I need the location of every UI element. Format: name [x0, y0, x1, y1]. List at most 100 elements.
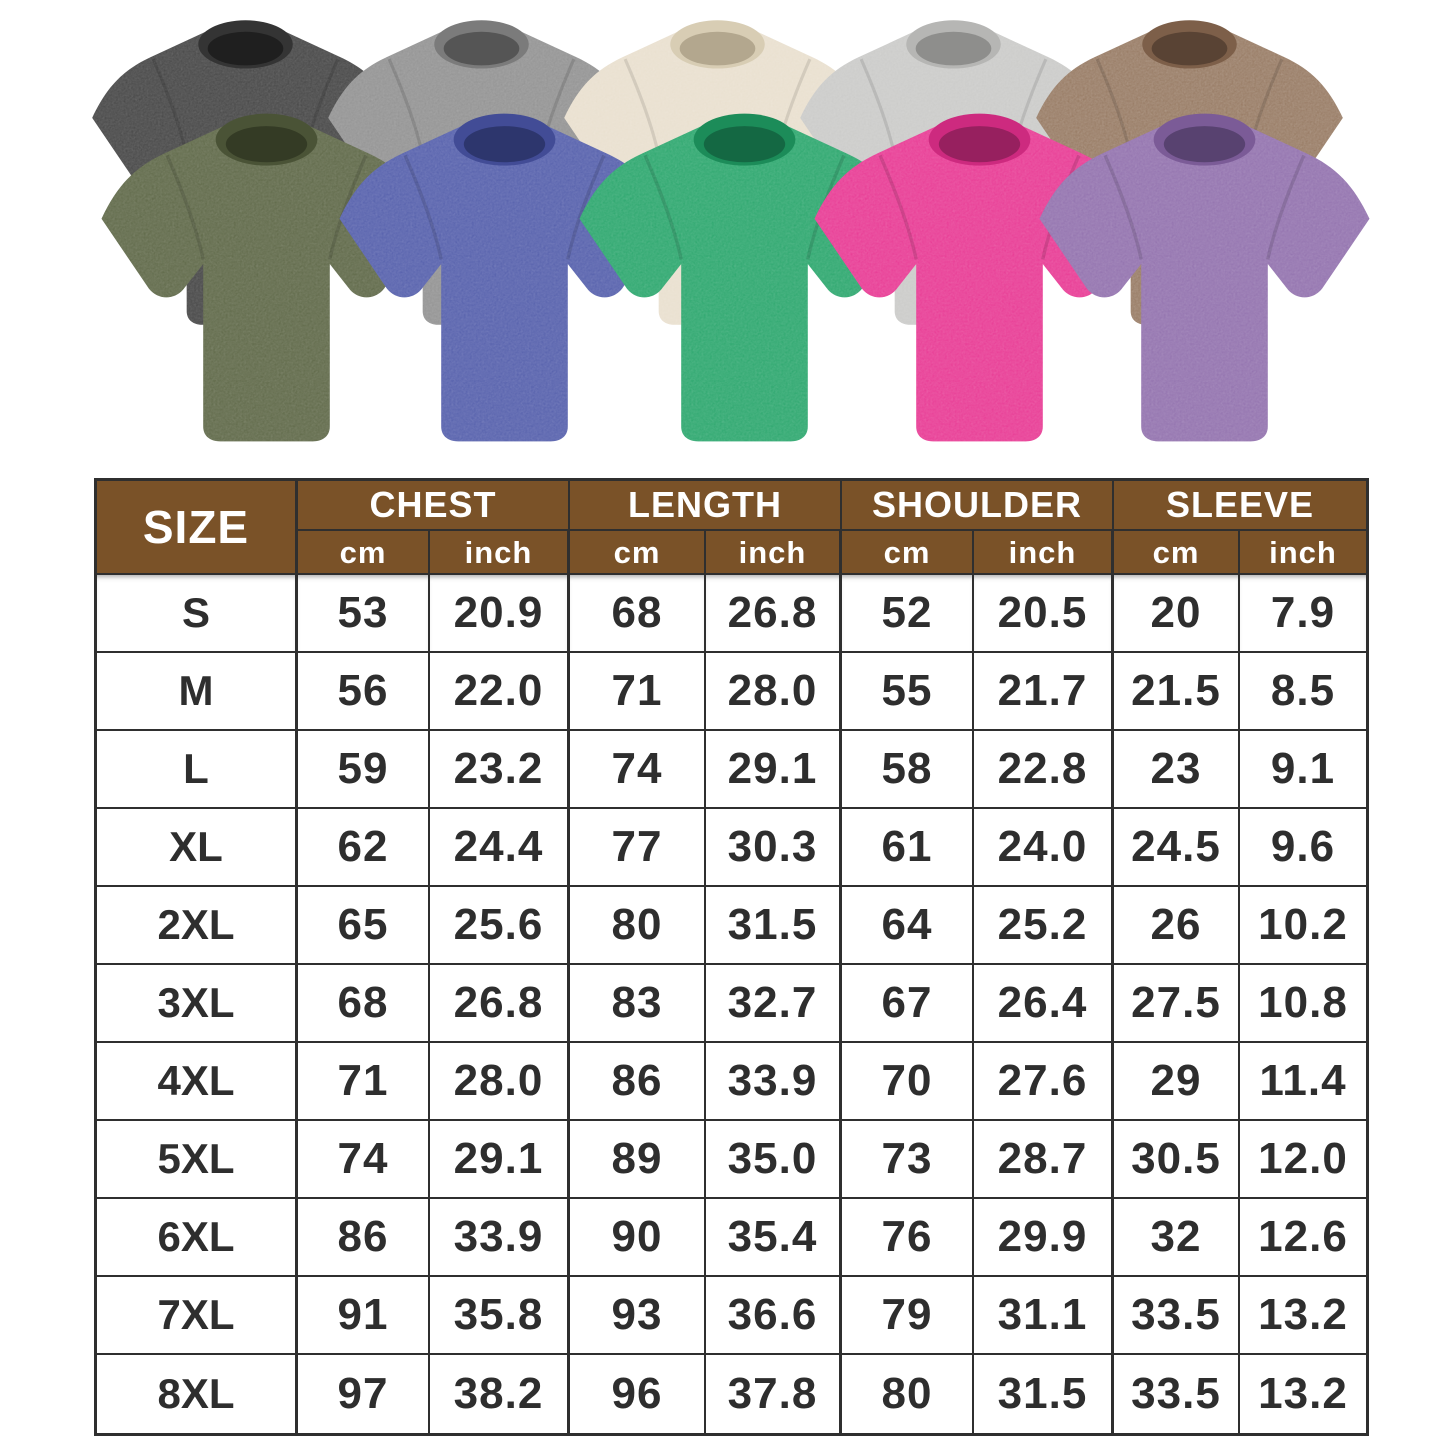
seam-left	[859, 58, 897, 157]
value-cell: 27.6	[974, 1043, 1114, 1121]
size-column-header: SIZE	[97, 481, 298, 575]
value-cell: 64	[842, 887, 974, 965]
value-cell: 86	[570, 1043, 706, 1121]
value-cell: 53	[298, 575, 430, 653]
column-header-shoulder: SHOULDER	[842, 481, 1114, 531]
value-cell: 23	[1114, 731, 1240, 809]
value-cell: 58	[842, 731, 974, 809]
value-cell: 35.4	[706, 1199, 842, 1277]
neck-hole	[1163, 126, 1246, 163]
value-cell: 56	[298, 653, 430, 731]
value-cell: 33.9	[430, 1199, 570, 1277]
value-cell: 96	[570, 1355, 706, 1433]
seam-right	[566, 154, 606, 260]
seam-left	[643, 154, 683, 260]
value-cell: 68	[298, 965, 430, 1043]
value-cell: 89	[570, 1121, 706, 1199]
value-cell: 59	[298, 731, 430, 809]
unit-header-sleeve-cm: cm	[1114, 531, 1240, 575]
value-cell: 71	[298, 1043, 430, 1121]
value-cell: 90	[570, 1199, 706, 1277]
value-cell: 25.6	[430, 887, 570, 965]
value-cell: 33.5	[1114, 1277, 1240, 1355]
value-cell: 29.9	[974, 1199, 1114, 1277]
value-cell: 31.5	[974, 1355, 1114, 1433]
value-cell: 30.3	[706, 809, 842, 887]
neck-hole	[703, 126, 786, 163]
value-cell: 28.0	[430, 1043, 570, 1121]
value-cell: 10.2	[1240, 887, 1366, 965]
value-cell: 12.0	[1240, 1121, 1366, 1199]
value-cell: 22.0	[430, 653, 570, 731]
value-cell: 33.9	[706, 1043, 842, 1121]
unit-header-shoulder-cm: cm	[842, 531, 974, 575]
value-cell: 31.1	[974, 1277, 1114, 1355]
value-cell: 20	[1114, 575, 1240, 653]
neck-hole	[207, 31, 284, 66]
size-chart-table: SIZE CHEST LENGTH SHOULDER SLEEVE cm inc…	[94, 478, 1369, 1436]
value-cell: 20.9	[430, 575, 570, 653]
size-cell: 3XL	[97, 965, 298, 1043]
seam-left	[1103, 154, 1143, 260]
neck-hole	[1151, 31, 1228, 66]
value-cell: 9.6	[1240, 809, 1366, 887]
value-cell: 20.5	[974, 575, 1114, 653]
value-cell: 80	[570, 887, 706, 965]
value-cell: 7.9	[1240, 575, 1366, 653]
neck-hole	[915, 31, 992, 66]
unit-header-chest-cm: cm	[298, 531, 430, 575]
value-cell: 36.6	[706, 1277, 842, 1355]
value-cell: 35.8	[430, 1277, 570, 1355]
size-cell: L	[97, 731, 298, 809]
value-cell: 21.7	[974, 653, 1114, 731]
size-cell: 2XL	[97, 887, 298, 965]
value-cell: 67	[842, 965, 974, 1043]
value-cell: 29.1	[706, 731, 842, 809]
size-cell: M	[97, 653, 298, 731]
value-cell: 77	[570, 809, 706, 887]
value-cell: 80	[842, 1355, 974, 1433]
seam-left	[623, 58, 661, 157]
value-cell: 28.0	[706, 653, 842, 731]
size-cell: XL	[97, 809, 298, 887]
unit-header-sleeve-inch: inch	[1240, 531, 1366, 575]
value-cell: 33.5	[1114, 1355, 1240, 1433]
size-cell: 5XL	[97, 1121, 298, 1199]
value-cell: 52	[842, 575, 974, 653]
value-cell: 74	[298, 1121, 430, 1199]
value-cell: 26.8	[430, 965, 570, 1043]
value-cell: 93	[570, 1277, 706, 1355]
value-cell: 38.2	[430, 1355, 570, 1433]
value-cell: 26.8	[706, 575, 842, 653]
value-cell: 23.2	[430, 731, 570, 809]
value-cell: 26.4	[974, 965, 1114, 1043]
value-cell: 28.7	[974, 1121, 1114, 1199]
value-cell: 31.5	[706, 887, 842, 965]
neck-hole	[679, 31, 756, 66]
neck-hole	[463, 126, 546, 163]
size-cell: 4XL	[97, 1043, 298, 1121]
neck-hole	[938, 126, 1021, 163]
value-cell: 73	[842, 1121, 974, 1199]
value-cell: 74	[570, 731, 706, 809]
value-cell: 26	[1114, 887, 1240, 965]
seam-left	[165, 154, 205, 260]
seam-left	[403, 154, 443, 260]
column-header-sleeve: SLEEVE	[1114, 481, 1366, 531]
value-cell: 68	[570, 575, 706, 653]
value-cell: 30.5	[1114, 1121, 1240, 1199]
value-cell: 32.7	[706, 965, 842, 1043]
value-cell: 70	[842, 1043, 974, 1121]
size-cell: 6XL	[97, 1199, 298, 1277]
value-cell: 62	[298, 809, 430, 887]
neck-hole	[225, 126, 308, 163]
tshirt-gallery	[92, 20, 1370, 442]
value-cell: 55	[842, 653, 974, 731]
value-cell: 25.2	[974, 887, 1114, 965]
value-cell: 13.2	[1240, 1277, 1366, 1355]
size-cell: S	[97, 575, 298, 653]
value-cell: 97	[298, 1355, 430, 1433]
size-cell: 7XL	[97, 1277, 298, 1355]
value-cell: 86	[298, 1199, 430, 1277]
